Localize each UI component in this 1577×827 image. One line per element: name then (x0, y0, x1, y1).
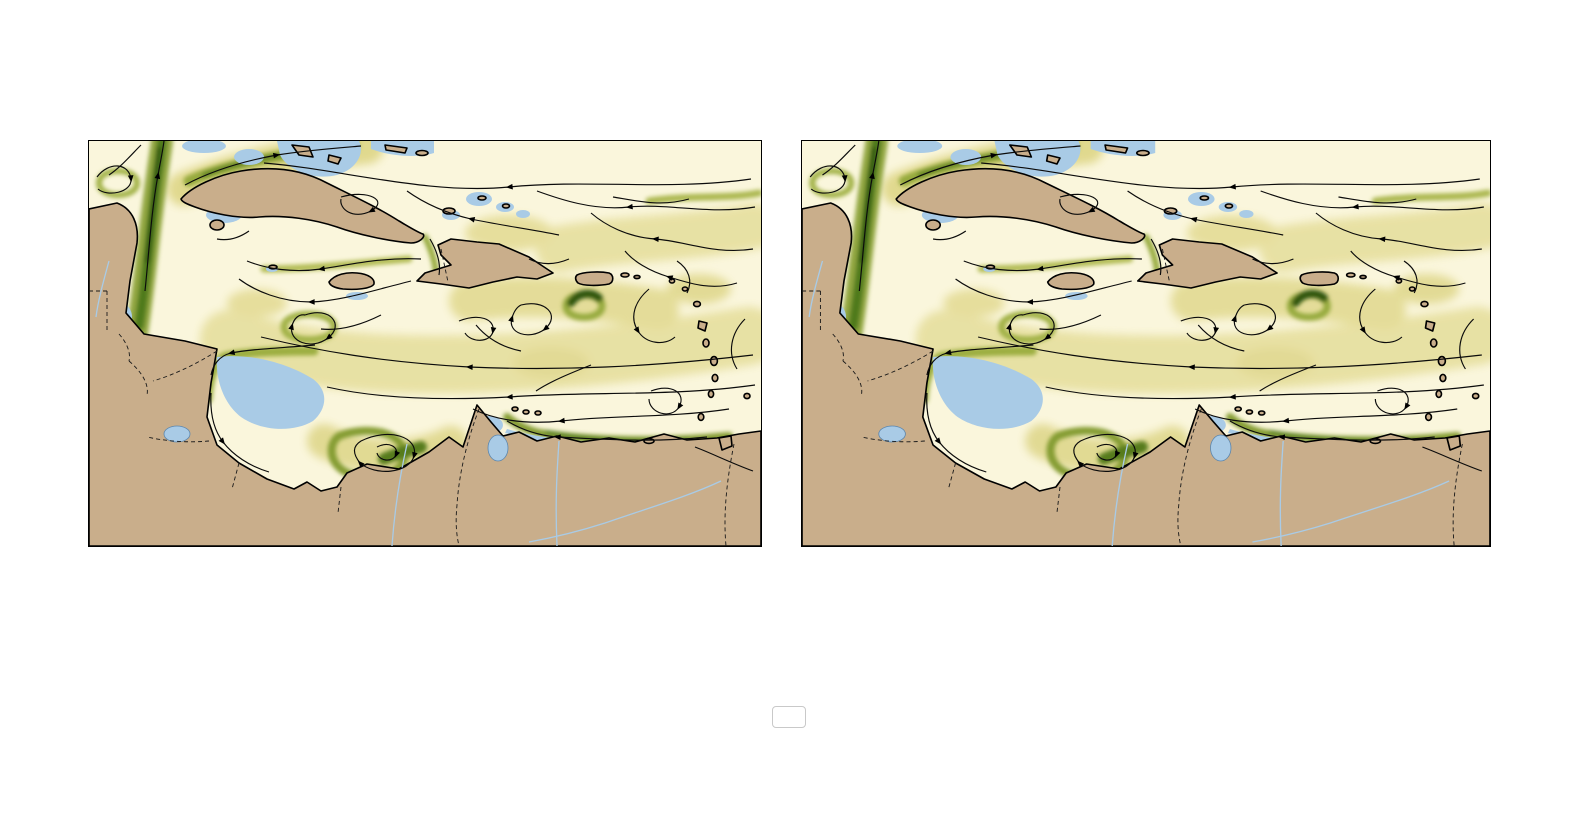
map-panel-rtofs-parallel (801, 140, 1491, 547)
rtofs-parallel-markers-layer (802, 141, 1490, 546)
rtofs-markers-layer (89, 141, 761, 546)
legend (771, 706, 806, 728)
colorbar (115, 589, 1475, 616)
map-panel-rtofs (88, 140, 762, 547)
colorbar-svg (115, 589, 1475, 616)
